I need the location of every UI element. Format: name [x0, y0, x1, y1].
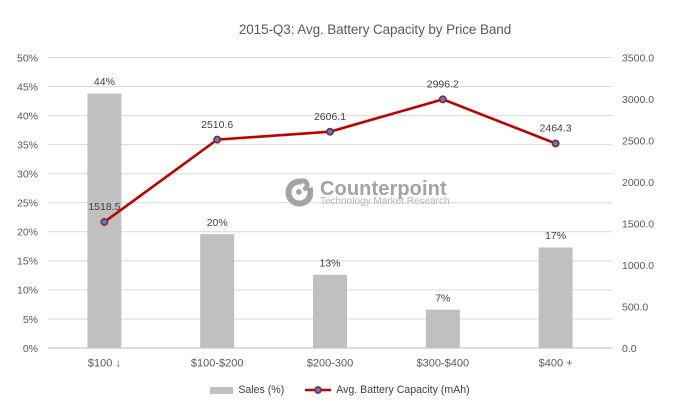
- left-axis-tick-label: 35%: [17, 139, 38, 151]
- bar-data-label: 7%: [435, 292, 450, 304]
- category-label: $100 ↓: [88, 358, 121, 370]
- left-axis-tick-label: 0%: [23, 343, 38, 355]
- line-marker: [213, 135, 222, 144]
- left-axis-tick-label: 15%: [17, 256, 38, 268]
- left-axis-tick-label: 30%: [17, 169, 38, 181]
- left-axis-tick-label: 5%: [23, 314, 38, 326]
- legend-label-battery: Avg. Battery Capacity (mAh): [336, 384, 470, 396]
- left-axis-tick-label: 45%: [17, 81, 38, 93]
- right-axis-tick-label: 500.0: [622, 301, 648, 313]
- counterpoint-logo-icon: [285, 178, 313, 207]
- category-label: $300-$400: [416, 358, 469, 370]
- right-axis-tick-label: 3000.0: [622, 94, 654, 106]
- line-data-label: 1518.5: [88, 201, 120, 213]
- watermark-tagline: Technology Market Research: [320, 196, 450, 207]
- left-axis-tick-label: 25%: [17, 198, 38, 210]
- bar-data-label: 20%: [207, 217, 228, 229]
- line-swatch-icon: [305, 386, 332, 394]
- bar-data-label: 17%: [545, 230, 566, 242]
- right-axis-tick-label: 2000.0: [622, 177, 654, 189]
- line-marker: [551, 139, 560, 148]
- line-marker: [100, 217, 109, 226]
- watermark-brand: Counterpoint: [320, 178, 447, 200]
- right-axis-tick-label: 1500.0: [622, 218, 654, 230]
- right-axis-tick-label: 0.0: [622, 343, 637, 355]
- bar-swatch-icon: [210, 386, 234, 394]
- bar-sales: [425, 309, 460, 348]
- category-label: $400 +: [539, 358, 573, 370]
- line-data-label: 2606.1: [314, 111, 346, 123]
- line-data-label: 2510.6: [201, 119, 233, 131]
- category-label: $200-300: [307, 358, 354, 370]
- bar-sales: [313, 274, 347, 348]
- legend-label-sales: Sales (%): [238, 384, 285, 396]
- left-axis-tick-label: 40%: [17, 110, 38, 122]
- line-data-label: 2464.3: [540, 123, 572, 135]
- line-marker: [438, 95, 447, 104]
- left-axis-tick-label: 10%: [17, 285, 38, 297]
- bar-data-label: 44%: [94, 76, 115, 88]
- bar-sales: [538, 247, 573, 348]
- legend-item-battery: Avg. Battery Capacity (mAh): [304, 384, 470, 396]
- category-label: $100-$200: [191, 358, 244, 370]
- right-axis-tick-label: 1000.0: [622, 260, 654, 272]
- right-axis-tick-label: 3500.0: [622, 52, 654, 64]
- bar-data-label: 13%: [319, 257, 340, 269]
- legend-item-sales: Sales (%): [210, 384, 284, 396]
- line-marker: [325, 127, 334, 136]
- watermark: Counterpoint Technology Market Research: [283, 175, 450, 208]
- left-axis-tick-label: 20%: [17, 227, 38, 239]
- right-axis-tick-label: 2500.0: [622, 135, 654, 147]
- left-axis-tick-label: 50%: [17, 52, 38, 64]
- chart-title: 2015-Q3: Avg. Battery Capacity by Price …: [238, 22, 512, 37]
- line-data-label: 2996.2: [427, 79, 459, 91]
- bar-sales: [200, 234, 235, 348]
- chart-legend: Sales (%) Avg. Battery Capacity (mAh): [0, 384, 680, 396]
